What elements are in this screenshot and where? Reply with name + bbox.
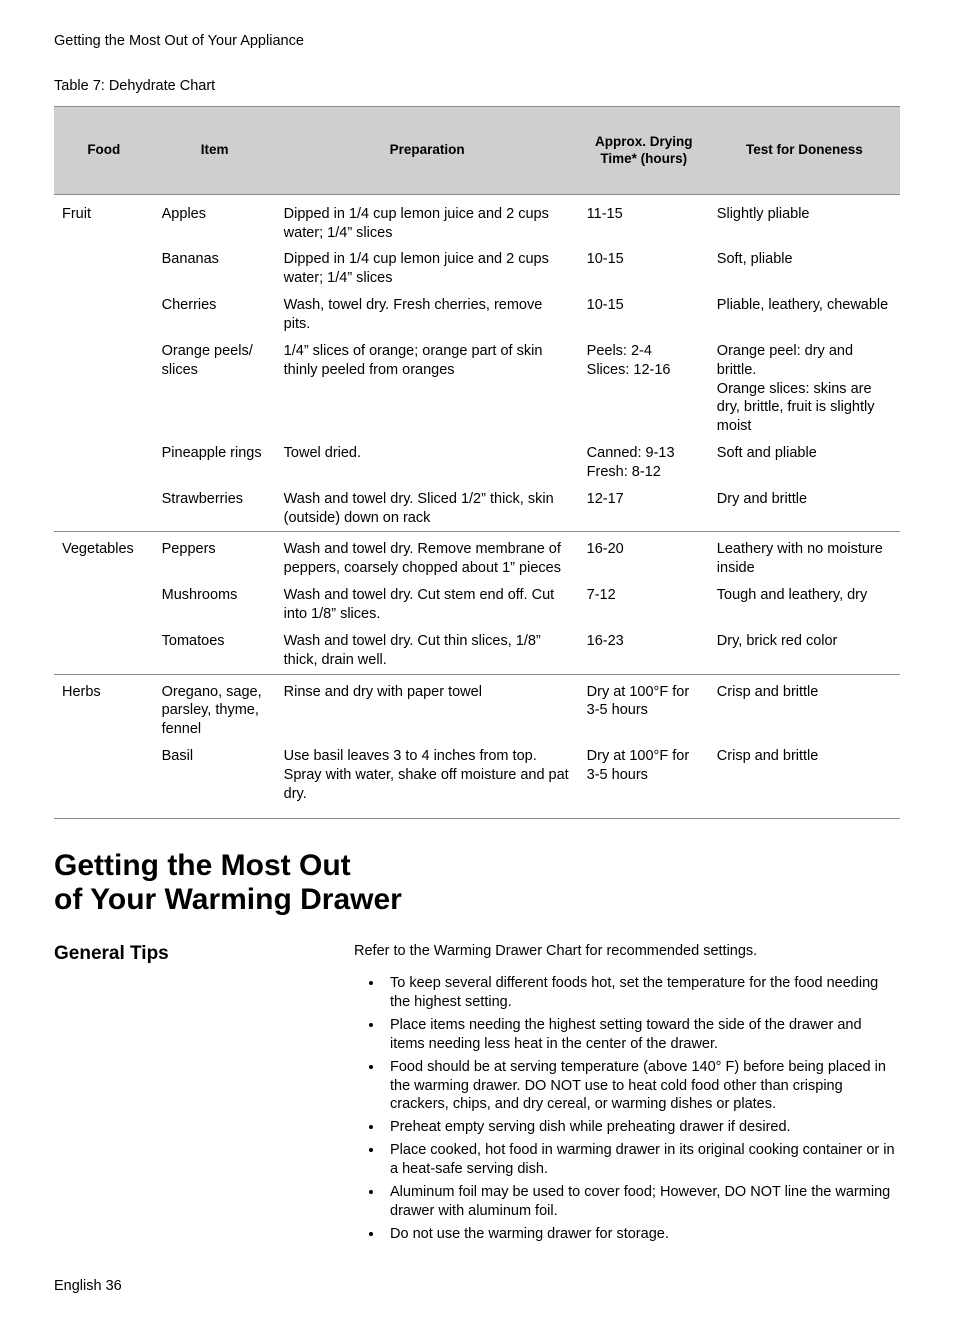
cell-time: 7-12	[579, 582, 709, 628]
cell-preparation: 1/4” slices of orange; orange part of sk…	[276, 338, 579, 440]
cell-item: Cherries	[154, 292, 276, 338]
general-tips-body: Refer to the Warming Drawer Chart for re…	[354, 942, 900, 1248]
cell-item: Bananas	[154, 246, 276, 292]
cell-doneness: Soft and pliable	[709, 440, 900, 486]
col-header-food: Food	[54, 106, 154, 194]
cell-item: Strawberries	[154, 486, 276, 532]
col-header-item: Item	[154, 106, 276, 194]
intro-paragraph: Refer to the Warming Drawer Chart for re…	[354, 942, 900, 961]
table-row: Pineapple ringsTowel dried.Canned: 9-13F…	[54, 440, 900, 486]
table-row: BasilUse basil leaves 3 to 4 inches from…	[54, 743, 900, 818]
cell-food	[54, 486, 154, 532]
cell-food	[54, 628, 154, 674]
cell-time: Peels: 2-4Slices: 12-16	[579, 338, 709, 440]
cell-time: 16-20	[579, 532, 709, 582]
col-header-time: Approx. Drying Time* (hours)	[579, 106, 709, 194]
cell-item: Apples	[154, 194, 276, 246]
cell-preparation: Wash and towel dry. Sliced 1/2” thick, s…	[276, 486, 579, 532]
tips-list-item: Aluminum foil may be used to cover food;…	[384, 1183, 900, 1221]
cell-doneness: Slightly pliable	[709, 194, 900, 246]
col-header-done: Test for Doneness	[709, 106, 900, 194]
tips-list: To keep several different foods hot, set…	[354, 974, 900, 1243]
cell-preparation: Wash and towel dry. Remove membrane of p…	[276, 532, 579, 582]
table-header-row: Food Item Preparation Approx. Drying Tim…	[54, 106, 900, 194]
cell-food	[54, 440, 154, 486]
cell-preparation: Rinse and dry with paper towel	[276, 674, 579, 743]
subheading-general-tips: General Tips	[54, 942, 334, 967]
cell-doneness: Dry and brittle	[709, 486, 900, 532]
tips-list-item: Do not use the warming drawer for storag…	[384, 1225, 900, 1244]
cell-doneness: Crisp and brittle	[709, 743, 900, 818]
tips-list-item: Preheat empty serving dish while preheat…	[384, 1118, 900, 1137]
cell-doneness: Pliable, leathery, chewable	[709, 292, 900, 338]
cell-food: Fruit	[54, 194, 154, 246]
cell-preparation: Use basil leaves 3 to 4 inches from top.…	[276, 743, 579, 818]
cell-preparation: Towel dried.	[276, 440, 579, 486]
cell-item: Mushrooms	[154, 582, 276, 628]
cell-food: Vegetables	[54, 532, 154, 582]
running-header: Getting the Most Out of Your Appliance	[54, 32, 900, 51]
cell-time: 16-23	[579, 628, 709, 674]
cell-food	[54, 338, 154, 440]
table-row: MushroomsWash and towel dry. Cut stem en…	[54, 582, 900, 628]
cell-doneness: Crisp and brittle	[709, 674, 900, 743]
cell-time: 10-15	[579, 292, 709, 338]
table-row: VegetablesPeppersWash and towel dry. Rem…	[54, 532, 900, 582]
col-header-prep: Preparation	[276, 106, 579, 194]
table-row: BananasDipped in 1/4 cup lemon juice and…	[54, 246, 900, 292]
cell-item: Tomatoes	[154, 628, 276, 674]
table-row: HerbsOregano, sage, parsley, thyme, fenn…	[54, 674, 900, 743]
table-row: Orange peels/ slices1/4” slices of orang…	[54, 338, 900, 440]
tips-list-item: Place items needing the highest setting …	[384, 1016, 900, 1054]
cell-preparation: Dipped in 1/4 cup lemon juice and 2 cups…	[276, 194, 579, 246]
table-row: StrawberriesWash and towel dry. Sliced 1…	[54, 486, 900, 532]
cell-food	[54, 292, 154, 338]
cell-food	[54, 582, 154, 628]
cell-time: Dry at 100°F for 3-5 hours	[579, 674, 709, 743]
tips-list-item: To keep several different foods hot, set…	[384, 974, 900, 1012]
table-row: TomatoesWash and towel dry. Cut thin sli…	[54, 628, 900, 674]
dehydrate-table: Food Item Preparation Approx. Drying Tim…	[54, 106, 900, 819]
cell-food	[54, 246, 154, 292]
cell-food	[54, 743, 154, 818]
cell-time: Dry at 100°F for 3-5 hours	[579, 743, 709, 818]
table-row: CherriesWash, towel dry. Fresh cherries,…	[54, 292, 900, 338]
cell-item: Oregano, sage, parsley, thyme, fennel	[154, 674, 276, 743]
cell-item: Pineapple rings	[154, 440, 276, 486]
cell-preparation: Wash and towel dry. Cut stem end off. Cu…	[276, 582, 579, 628]
cell-time: 12-17	[579, 486, 709, 532]
section-title: Getting the Most Outof Your Warming Draw…	[54, 849, 900, 918]
cell-doneness: Orange peel: dry and brittle.Orange slic…	[709, 338, 900, 440]
tips-list-item: Food should be at serving temperature (a…	[384, 1058, 900, 1115]
tips-list-item: Place cooked, hot food in warming drawer…	[384, 1141, 900, 1179]
cell-item: Peppers	[154, 532, 276, 582]
cell-preparation: Dipped in 1/4 cup lemon juice and 2 cups…	[276, 246, 579, 292]
page-footer: English 36	[54, 1277, 900, 1296]
table-row: FruitApplesDipped in 1/4 cup lemon juice…	[54, 194, 900, 246]
cell-item: Basil	[154, 743, 276, 818]
cell-time: 10-15	[579, 246, 709, 292]
cell-time: Canned: 9-13Fresh: 8-12	[579, 440, 709, 486]
cell-preparation: Wash and towel dry. Cut thin slices, 1/8…	[276, 628, 579, 674]
cell-time: 11-15	[579, 194, 709, 246]
table-caption: Table 7: Dehydrate Chart	[54, 77, 900, 96]
cell-doneness: Dry, brick red color	[709, 628, 900, 674]
cell-food: Herbs	[54, 674, 154, 743]
dehydrate-table-body: FruitApplesDipped in 1/4 cup lemon juice…	[54, 194, 900, 818]
cell-doneness: Soft, pliable	[709, 246, 900, 292]
cell-doneness: Tough and leathery, dry	[709, 582, 900, 628]
cell-item: Orange peels/ slices	[154, 338, 276, 440]
cell-doneness: Leathery with no moisture inside	[709, 532, 900, 582]
cell-preparation: Wash, towel dry. Fresh cherries, remove …	[276, 292, 579, 338]
